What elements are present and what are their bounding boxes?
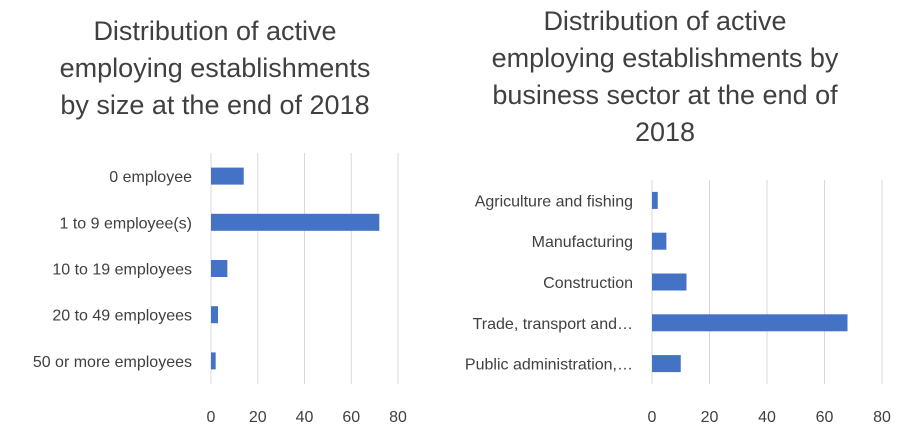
chart-size-category-label: 0 employee — [109, 169, 192, 186]
chart-size-category-label: 20 to 49 employees — [52, 308, 192, 325]
chart-sector-title-line: employing establishments by — [491, 43, 839, 73]
chart-size-title-line: employing establishments — [59, 53, 371, 83]
chart-sector-bar — [652, 273, 687, 291]
chart-sector-bar — [652, 232, 667, 250]
chart-sector-category-label: Manufacturing — [532, 234, 633, 251]
chart-size-bar — [211, 306, 219, 324]
chart-sector-x-tick-label: 0 — [648, 409, 657, 426]
chart-sector-x-tick-label: 80 — [873, 409, 891, 426]
chart-size-bar — [211, 352, 216, 370]
chart-sector-x-tick-label: 60 — [816, 409, 834, 426]
chart-size-category-label: 1 to 9 employee(s) — [59, 215, 192, 232]
chart-size-category-label: 50 or more employees — [33, 354, 192, 371]
chart-sector-bar — [652, 314, 848, 332]
chart-sector-title: Distribution of active employing establi… — [440, 3, 890, 151]
chart-sector-category-label: Construction — [543, 275, 633, 292]
chart-sector-plot: 0 20 40 60 80 Agriculture and fishing Manufact… — [465, 180, 891, 426]
chart-sector-bar — [652, 191, 658, 209]
chart-sector-x-tick-label: 40 — [758, 409, 776, 426]
chart-size-x-tick-label: 20 — [249, 409, 267, 426]
chart-size-x-tick-label: 60 — [342, 409, 360, 426]
chart-sector: Distribution of active employing establi… — [440, 0, 897, 429]
chart-size-title-line: by size at the end of 2018 — [60, 90, 370, 120]
chart-size-bar — [211, 167, 244, 185]
chart-sector-title-line: 2018 — [634, 117, 696, 147]
chart-sector-category-label: Public administration,… — [465, 357, 633, 374]
chart-size-title-line: Distribution of active — [93, 16, 337, 46]
chart-size-category-label: 10 to 19 employees — [52, 262, 192, 279]
chart-sector-category-label: Agriculture and fishing — [475, 193, 633, 210]
chart-size-bar — [211, 213, 380, 231]
chart-sector-x-tick-label: 20 — [701, 409, 719, 426]
chart-sector-bar — [652, 355, 681, 373]
chart-sector-title-line: business sector at the end of — [492, 80, 838, 110]
chart-size-bar — [211, 260, 228, 277]
chart-size-x-tick-label: 80 — [389, 409, 407, 426]
chart-size-x-tick-label: 40 — [296, 409, 314, 426]
chart-size-x-tick-label: 0 — [207, 409, 216, 426]
chart-size-title: Distribution of active employing establi… — [0, 13, 430, 124]
chart-sector-title-line: Distribution of active — [543, 6, 787, 36]
chart-size: Distribution of active employing establi… — [0, 0, 440, 429]
chart-sector-category-label: Trade, transport and… — [473, 316, 633, 333]
chart-size-plot: 0 20 40 60 80 0 employee 1 to 9 employee(s) 10 … — [33, 153, 407, 426]
